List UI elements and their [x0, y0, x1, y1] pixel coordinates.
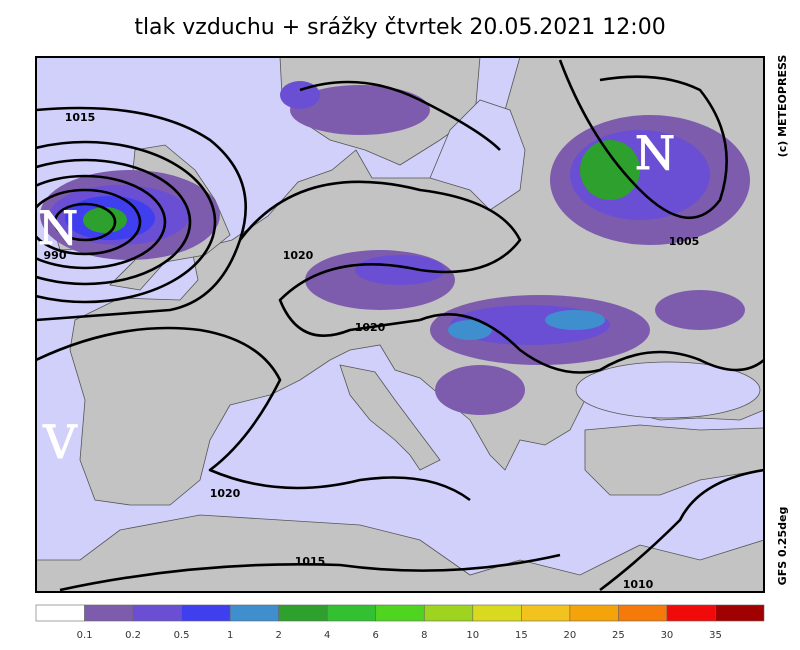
colorbar-swatch	[84, 604, 134, 622]
isobar-label: 1020	[355, 321, 386, 334]
turkey	[584, 424, 764, 496]
isobar-label: 1005	[669, 235, 700, 248]
black-sea	[575, 361, 761, 419]
title: tlak vzduchu + srážky čtvrtek 20.05.2021…	[134, 15, 665, 40]
colorbar-label: 10	[466, 630, 479, 641]
colorbar-label: 20	[563, 630, 576, 641]
isobar-label: 1020	[283, 249, 314, 262]
colorbar-swatch	[715, 604, 765, 622]
colorbar-label: 2	[275, 630, 281, 641]
map	[36, 57, 764, 592]
colorbar-swatch	[132, 604, 182, 622]
colorbar-label: 0.1	[77, 630, 93, 641]
colorbar-swatch	[423, 604, 474, 622]
isobar-label: 1015	[65, 111, 96, 124]
map-frame	[35, 56, 765, 593]
colorbar-label: 8	[421, 630, 427, 641]
italy	[339, 364, 441, 471]
pressure-center: N	[635, 126, 675, 180]
isobar-label: 990	[44, 249, 67, 262]
colorbar-label: 0.2	[125, 630, 141, 641]
isobar-label: 1010	[623, 578, 654, 591]
colorbar-label: 15	[515, 630, 528, 641]
colorbar-label: 4	[324, 630, 330, 641]
isobars	[36, 59, 764, 592]
isobar-label: 1015	[295, 555, 326, 568]
colorbar-swatch	[229, 604, 279, 622]
colorbar-label: 6	[373, 630, 379, 641]
colorbar-swatch	[35, 604, 85, 622]
colorbar-swatch	[375, 604, 425, 622]
colorbar-label: 0.5	[174, 630, 190, 641]
isobar-label: 1020	[210, 487, 241, 500]
colorbar-label: 30	[661, 630, 674, 641]
colorbar-swatch	[326, 604, 377, 622]
pressure-center: V	[42, 415, 77, 469]
colorbar-swatch	[472, 604, 522, 622]
colorbar-swatch	[618, 604, 668, 622]
colorbar-swatch	[278, 604, 328, 622]
credit: (c) METEOPRESS	[776, 55, 789, 158]
colorbar-swatch	[569, 604, 619, 622]
colorbar-label: 35	[709, 630, 722, 641]
colorbar-swatch	[666, 604, 716, 622]
colorbar-swatch	[521, 604, 571, 622]
pressure-center: N	[38, 201, 78, 255]
colorbar: 0.1 0.2 0.5 1 2 4 6 8 10 15 20 25 30 35	[35, 604, 765, 641]
model-label: GFS 0.25deg	[776, 507, 789, 586]
colorbar-swatch	[181, 604, 231, 622]
colorbar-label: 25	[612, 630, 625, 641]
colorbar-label: 1	[227, 630, 233, 641]
